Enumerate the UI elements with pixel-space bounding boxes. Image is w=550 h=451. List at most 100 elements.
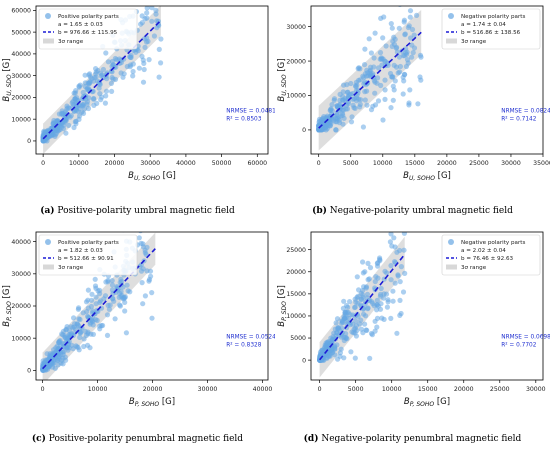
x-tick-label: 60000 [247, 160, 267, 167]
stats-r2: R² = 0.8503 [226, 116, 261, 123]
legend-fit-a: a = 1.74 ± 0.04 [461, 22, 506, 28]
data-point [391, 235, 397, 241]
legend-point-swatch [448, 13, 454, 19]
data-point [334, 316, 341, 322]
data-point [104, 332, 111, 338]
y-tick-label: 30000 [286, 24, 306, 31]
x-axis-label-sub: U, SOHO [409, 175, 435, 182]
data-point [109, 278, 115, 284]
axes-frame [35, 5, 269, 155]
y-axis-label-unit: [G] [2, 58, 12, 74]
stats-r2: R² = 0.8328 [226, 342, 261, 349]
data-point [90, 331, 96, 337]
data-point [109, 88, 115, 94]
data-point [138, 21, 144, 27]
legend-fit-b: b = 976.66 ± 115.95 [58, 30, 118, 36]
data-point [123, 330, 129, 336]
y-tick-label: 20000 [11, 95, 31, 102]
data-point [401, 232, 407, 236]
data-point [328, 347, 334, 353]
data-point [333, 320, 339, 326]
data-point [360, 270, 366, 276]
data-point [84, 101, 90, 107]
stats-nrmse: NRMSE = 0.0824 [501, 109, 550, 115]
data-point [140, 301, 146, 307]
legend-band-label: 3σ range [461, 39, 487, 45]
y-tick-label: 0 [27, 368, 31, 375]
data-point [407, 87, 413, 93]
caption-label: (a) [40, 206, 55, 216]
data-point [90, 308, 96, 314]
data-point [122, 232, 125, 233]
data-point [63, 130, 69, 136]
data-point [122, 308, 128, 314]
legend-band-swatch [43, 38, 54, 44]
data-point [390, 97, 396, 103]
data-point [394, 49, 400, 55]
data-point [323, 114, 329, 121]
data-point [390, 298, 396, 304]
x-axis-label: BP, SOHO [G] [129, 397, 175, 408]
data-point [146, 57, 152, 63]
legend-band-swatch [446, 264, 457, 270]
data-point [370, 301, 376, 307]
y-axis-label: BP, SDO [G] [2, 285, 13, 327]
data-point [382, 87, 388, 93]
data-point [139, 280, 145, 286]
data-point [392, 78, 398, 84]
data-point [97, 287, 103, 293]
data-point [388, 277, 394, 283]
y-tick-label: 0 [302, 127, 306, 134]
data-point [75, 306, 81, 312]
data-point [372, 90, 378, 96]
caption-label: (c) [31, 434, 46, 444]
y-tick-label: 10000 [11, 116, 31, 123]
legend-fit-b: b = 516.86 ± 138.56 [461, 30, 521, 36]
legend-band-swatch [446, 38, 457, 44]
data-point [411, 32, 417, 38]
data-point [45, 364, 51, 370]
y-tick-label: 40000 [11, 51, 31, 58]
y-axis-label-main: B [277, 96, 287, 102]
legend-band-label: 3σ range [58, 39, 84, 45]
data-point [363, 327, 369, 333]
data-point [350, 312, 356, 318]
y-tick-label: 25000 [286, 247, 306, 254]
data-point [142, 44, 148, 51]
data-point [106, 306, 112, 312]
chart-c: 0 10000 20000 30000 40000 0 10000 20000 30000 400… [2, 231, 275, 408]
data-point [407, 8, 414, 14]
data-point [42, 129, 48, 135]
data-point [140, 79, 147, 85]
data-point [338, 113, 344, 119]
x-tick-label: 10000 [373, 160, 393, 167]
y-axis-label-sub: U, SDO [6, 74, 13, 96]
legend-point-swatch [45, 13, 51, 19]
data-point [372, 278, 378, 285]
data-point [375, 75, 381, 81]
data-point [89, 297, 95, 303]
data-point [94, 100, 100, 106]
data-point [354, 294, 360, 301]
stats-r2: R² = 0.7142 [501, 116, 536, 123]
y-tick-label: 0 [302, 357, 306, 364]
x-axis-label-main: B [128, 171, 134, 181]
x-axis-label: BP, SOHO [G] [404, 397, 450, 408]
data-point [377, 255, 383, 261]
x-axis-label-unit: [G] [435, 171, 451, 181]
data-point [368, 64, 374, 70]
x-tick-label: 10000 [382, 386, 402, 393]
data-point [373, 274, 379, 280]
data-point [104, 76, 110, 82]
data-point [397, 279, 403, 285]
data-point [142, 16, 148, 22]
data-point [338, 334, 344, 340]
data-point [382, 77, 388, 83]
data-point [357, 66, 363, 72]
legend-points-label: Positive polarity parts [58, 240, 119, 246]
data-point [44, 351, 50, 357]
x-tick-label: 15000 [405, 160, 425, 167]
data-point [351, 326, 357, 332]
x-tick-label: 15000 [418, 386, 438, 393]
